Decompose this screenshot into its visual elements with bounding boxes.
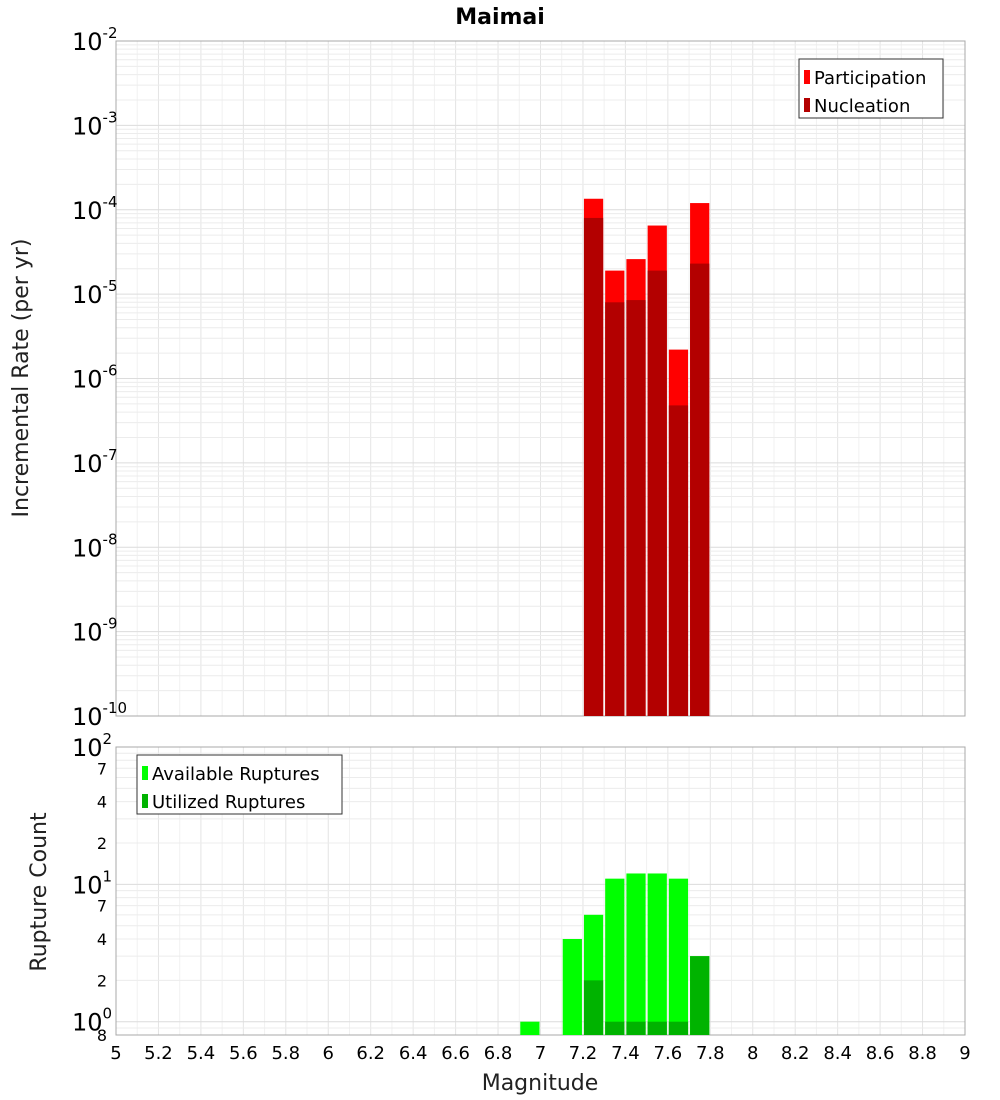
x-tick-label: 7 <box>535 1043 546 1064</box>
y-minor-tick-label: 2 <box>97 834 107 853</box>
bar-utilized-ruptures <box>583 980 604 1035</box>
y-tick-label: 10-7 <box>72 446 118 478</box>
x-tick-label: 6.4 <box>399 1043 428 1064</box>
y-minor-tick-label: 8 <box>97 1026 107 1045</box>
legend-box <box>136 754 343 815</box>
legend-swatch <box>804 70 810 84</box>
bar-nucleation <box>583 217 604 716</box>
bar-utilized-ruptures <box>605 1021 625 1035</box>
y-tick-label: 10-3 <box>72 108 118 140</box>
bar-nucleation <box>690 263 710 716</box>
x-tick-label: 5 <box>110 1043 121 1064</box>
legend-label: Utilized Ruptures <box>152 792 305 813</box>
y-minor-tick-label: 4 <box>97 793 107 812</box>
bar-available-ruptures <box>605 878 625 1035</box>
bar-utilized-ruptures <box>668 1021 689 1035</box>
x-tick-label: 8.2 <box>781 1043 810 1064</box>
x-tick-label: 6.8 <box>484 1043 513 1064</box>
bar-available-ruptures <box>647 873 667 1035</box>
y-axis-label-count: Rupture Count <box>27 812 52 972</box>
y-tick-label: 100 <box>72 1005 112 1037</box>
y-tick-label: 10-6 <box>72 362 118 394</box>
legend-label: Nucleation <box>814 96 910 117</box>
plot-frame <box>115 746 966 1036</box>
x-tick-label: 8.8 <box>908 1043 937 1064</box>
plot-frame <box>115 40 966 717</box>
x-tick-label: 7.8 <box>696 1043 725 1064</box>
bar-nucleation <box>668 405 689 716</box>
incremental-rate-chart: 10-2 10-3 10-4 10-5 10-6 10-7 10-8 10-9 10-10 Par… <box>72 24 966 731</box>
x-tick-label: 7.6 <box>654 1043 683 1064</box>
x-axis-label: Magnitude <box>482 1071 599 1096</box>
x-tick-label: 5.4 <box>187 1043 216 1064</box>
y-tick-label: 10-9 <box>72 615 118 647</box>
x-tick-label: 5.8 <box>271 1043 300 1064</box>
legend-label: Participation <box>814 68 926 89</box>
bar-nucleation <box>605 302 625 716</box>
x-tick-label: 7.4 <box>611 1043 640 1064</box>
x-tick-label: 9 <box>959 1043 970 1064</box>
x-tick-label: 7.2 <box>569 1043 598 1064</box>
y-tick-label: 10-2 <box>72 24 118 56</box>
bar-available-ruptures <box>562 939 582 1035</box>
y-minor-tick-label: 2 <box>97 971 107 990</box>
legend-swatch <box>142 794 148 808</box>
y-axis-label-rate: Incremental Rate (per yr) <box>9 239 34 518</box>
y-minor-tick-label: 7 <box>97 759 107 778</box>
x-tick-label: 6 <box>323 1043 334 1064</box>
x-tick-label: 8 <box>747 1043 758 1064</box>
chart-title: Maimai <box>455 5 545 30</box>
bar-available-ruptures <box>626 873 646 1035</box>
y-minor-tick-label: 4 <box>97 930 107 949</box>
y-tick-label: 10-8 <box>72 530 118 562</box>
legend-swatch <box>804 98 810 112</box>
y-minor-tick-label: 7 <box>97 897 107 916</box>
legend-label: Available Ruptures <box>152 764 320 785</box>
x-tick-label: 5.2 <box>144 1043 173 1064</box>
bar-utilized-ruptures <box>690 956 710 1035</box>
y-tick-label: 101 <box>72 867 112 899</box>
x-tick-label: 8.4 <box>823 1043 852 1064</box>
bar-utilized-ruptures <box>647 1021 667 1035</box>
y-tick-label: 10-5 <box>72 277 118 309</box>
bar-nucleation <box>647 270 667 716</box>
bar-nucleation <box>626 300 646 716</box>
rupture-count-chart: 102 101 100 7 4 2 7 4 2 8 Available Ruptures Utiliz… <box>72 730 971 1064</box>
bar-utilized-ruptures <box>626 1021 646 1035</box>
legend-swatch <box>142 766 148 780</box>
x-tick-label: 6.6 <box>441 1043 470 1064</box>
y-tick-label: 10-4 <box>72 193 118 225</box>
legend-box <box>798 58 944 119</box>
x-tick-label: 6.2 <box>356 1043 385 1064</box>
x-tick-label: 5.6 <box>229 1043 258 1064</box>
x-tick-label: 8.6 <box>866 1043 895 1064</box>
bar-available-ruptures <box>668 878 689 1035</box>
y-tick-label: 10-10 <box>72 699 127 731</box>
y-tick-label: 102 <box>72 730 112 762</box>
bar-available-ruptures <box>520 1021 540 1035</box>
